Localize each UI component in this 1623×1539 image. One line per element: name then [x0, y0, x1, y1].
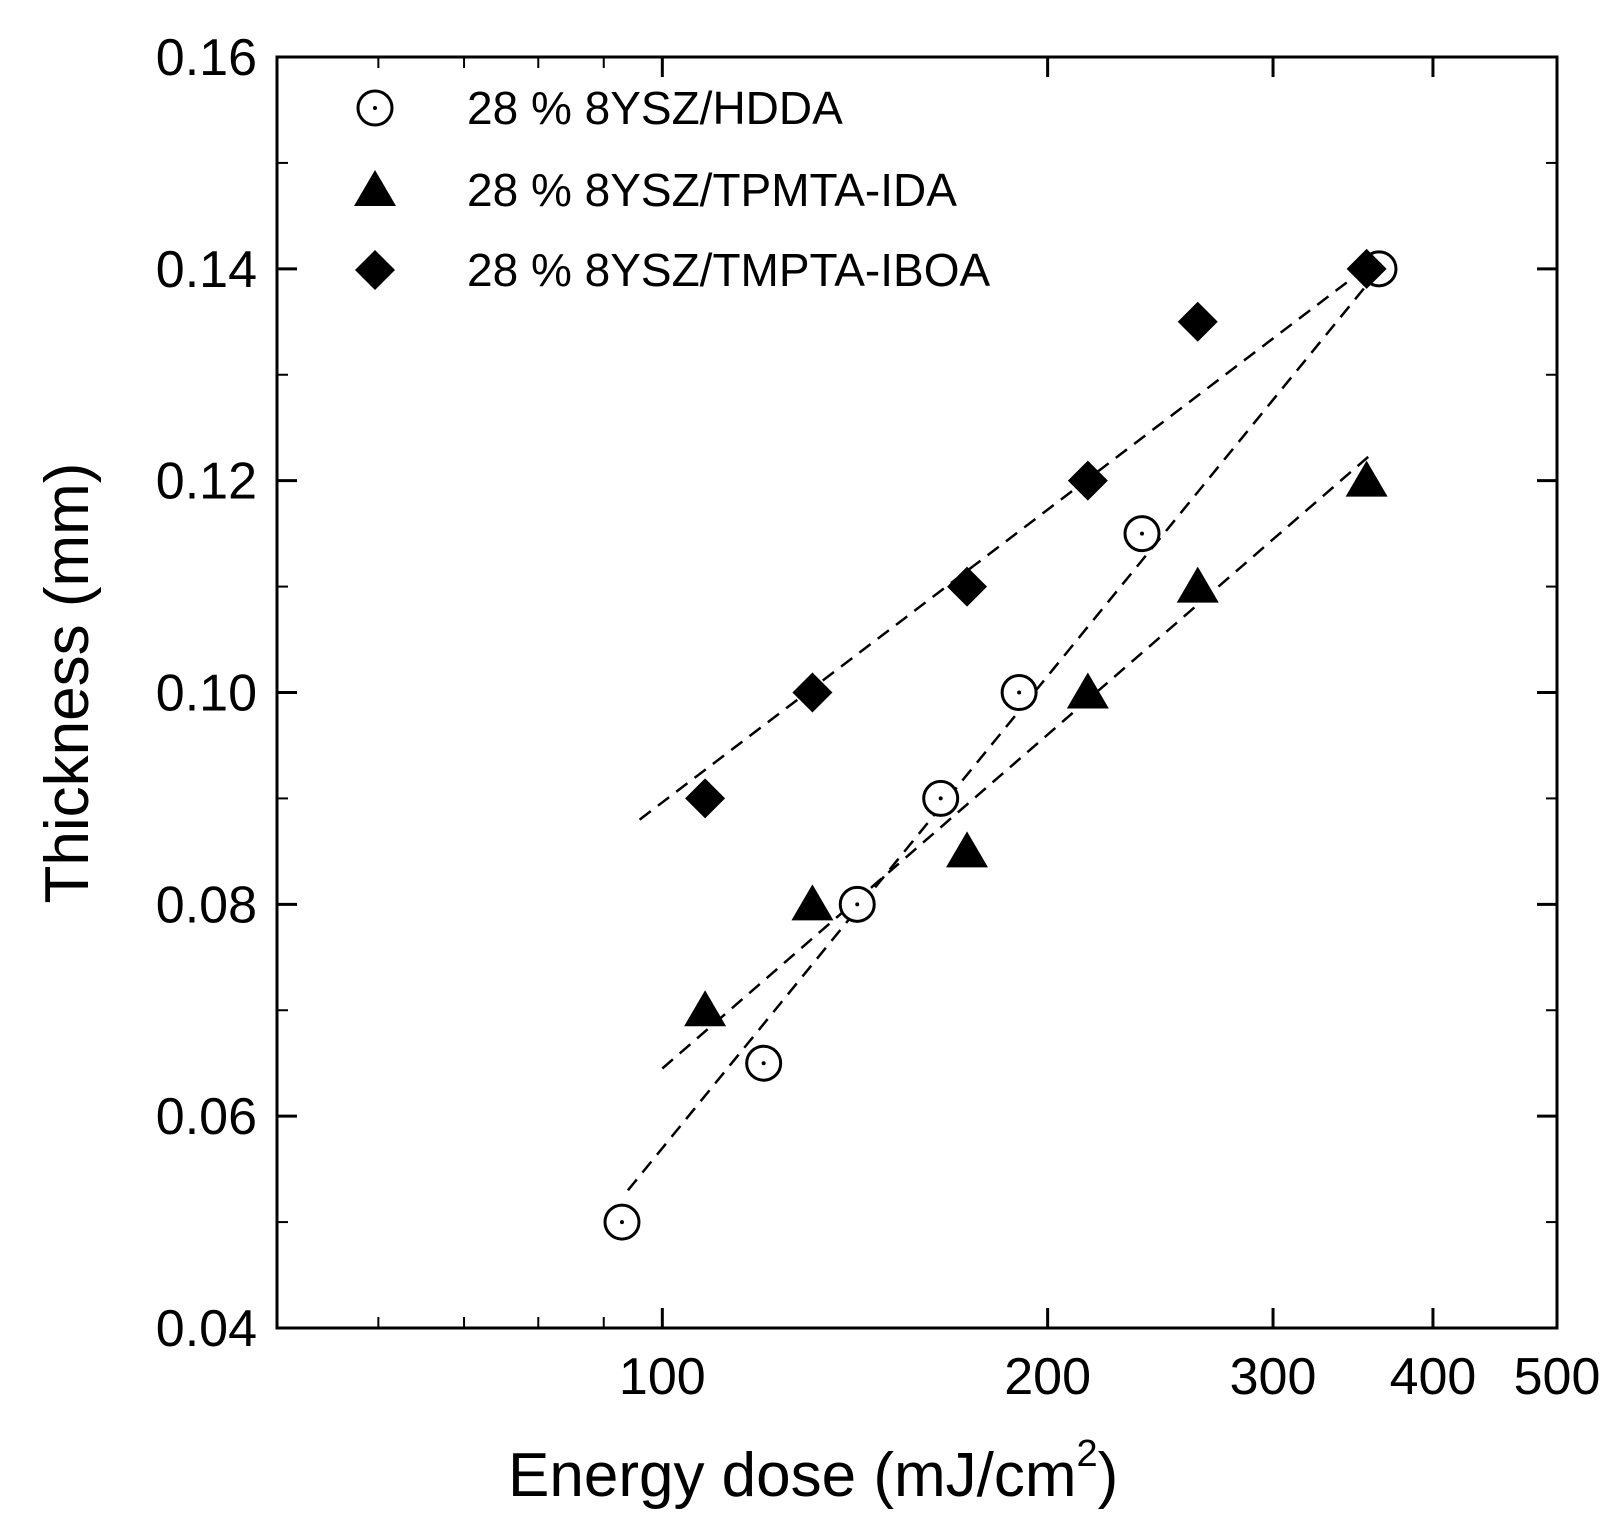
data-point-series-1-center-dot — [855, 902, 860, 907]
data-point-series-1 — [745, 1044, 783, 1082]
legend-label: 28 % 8YSZ/TMPTA-IBOA — [467, 244, 990, 296]
data-point-series-1 — [922, 779, 960, 817]
y-tick-label: 0.04 — [156, 1300, 257, 1358]
legend-entry: 28 % 8YSZ/TMPTA-IBOA — [355, 244, 990, 296]
x-axis-title-close: ) — [1098, 1441, 1119, 1510]
data-point-series-2 — [1345, 460, 1388, 497]
data-point-series-1-center-dot — [938, 796, 943, 801]
fit-line-series-2 — [661, 453, 1373, 1070]
y-tick-label: 0.14 — [156, 241, 257, 299]
data-point-series-1 — [838, 885, 876, 923]
legend-label: 28 % 8YSZ/HDDA — [467, 82, 843, 134]
series-1-markers — [603, 250, 1398, 1241]
legend-label: 28 % 8YSZ/TPMTA-IDA — [467, 164, 957, 216]
legend-marker-series-1-center-dot — [373, 106, 377, 110]
fit-line-series-1 — [626, 278, 1373, 1192]
data-point-series-2 — [946, 831, 989, 868]
data-point-series-3 — [1067, 460, 1108, 501]
data-point-series-1-center-dot — [619, 1220, 624, 1225]
y-tick-label: 0.12 — [156, 453, 257, 511]
data-point-series-2 — [1066, 672, 1109, 709]
y-tick-label: 0.10 — [156, 665, 257, 723]
data-point-series-2 — [791, 884, 834, 921]
legend-entry: 28 % 8YSZ/HDDA — [356, 82, 843, 134]
legend: 28 % 8YSZ/HDDA 28 % 8YSZ/TPMTA-IDA 28 % 8Y… — [354, 82, 990, 296]
legend-marker-series-3 — [355, 250, 395, 290]
data-point-series-1-center-dot — [761, 1061, 766, 1066]
fit-lines — [626, 278, 1373, 1192]
x-tick-label: 400 — [1390, 1348, 1477, 1406]
x-tick-label: 500 — [1514, 1348, 1601, 1406]
data-point-series-1 — [1000, 674, 1038, 711]
axis-ticks — [277, 55, 1559, 1330]
data-point-series-3 — [685, 778, 726, 819]
y-axis-title: Thickness (mm) — [33, 463, 102, 904]
data-point-series-2 — [1176, 566, 1219, 603]
fit-line-series-3 — [638, 278, 1352, 821]
series-3-markers — [685, 248, 1387, 819]
y-tick-label: 0.16 — [156, 29, 257, 87]
x-axis-title: Energy dose (mJ/cm2) — [508, 1433, 1118, 1510]
data-point-series-1 — [1123, 515, 1161, 553]
data-point-series-1 — [603, 1203, 641, 1241]
legend-marker-series-2 — [354, 170, 396, 206]
legend-entry: 28 % 8YSZ/TPMTA-IDA — [354, 164, 957, 216]
x-axis-title-superscript: 2 — [1077, 1433, 1098, 1475]
data-point-series-2 — [684, 990, 727, 1027]
tick-labels: 0.04 0.06 0.08 0.10 0.12 0.14 0.16 100 200 300 400… — [156, 29, 1601, 1406]
data-point-series-1-center-dot — [1139, 531, 1144, 536]
x-tick-label: 300 — [1230, 1348, 1317, 1406]
data-point-series-3 — [792, 672, 833, 713]
legend-marker-series-1 — [356, 89, 394, 127]
data-point-series-1-center-dot — [1017, 690, 1022, 695]
y-tick-label: 0.08 — [156, 876, 257, 934]
data-point-series-3 — [947, 566, 988, 607]
series-2-markers — [684, 460, 1388, 1027]
x-tick-label: 200 — [1004, 1348, 1091, 1406]
x-axis-title-main: Energy dose (mJ/cm — [508, 1441, 1077, 1510]
y-tick-label: 0.06 — [156, 1088, 257, 1146]
data-point-series-3 — [1346, 248, 1387, 289]
data-markers — [603, 248, 1398, 1241]
data-point-series-3 — [1177, 301, 1218, 342]
x-tick-label: 100 — [619, 1348, 706, 1406]
